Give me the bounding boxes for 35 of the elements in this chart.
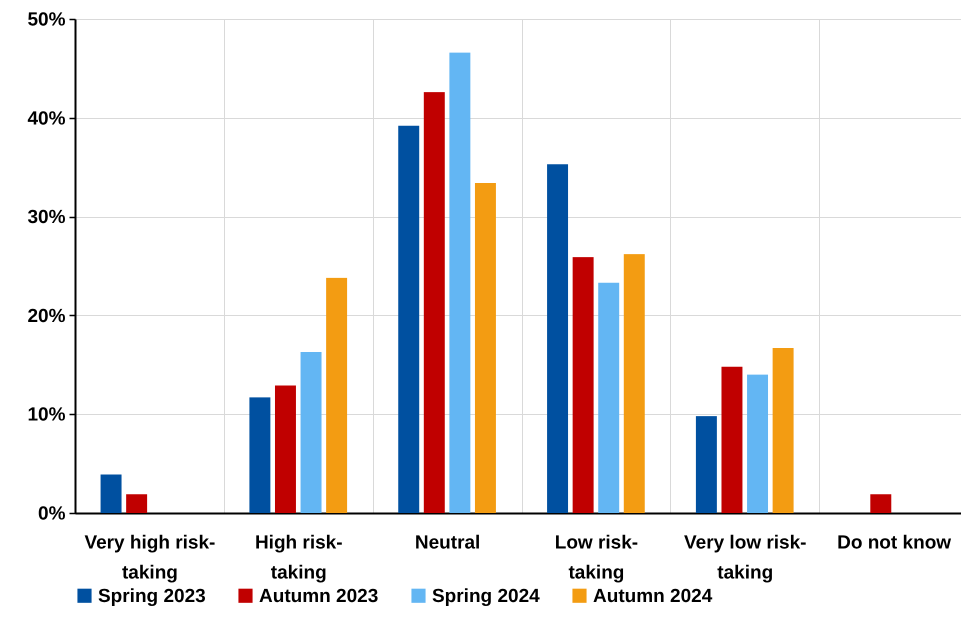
bar (274, 386, 296, 513)
bar (624, 254, 645, 513)
bar (747, 374, 768, 513)
x-tick-label: Very low risk-taking (684, 532, 807, 584)
bar (696, 416, 717, 513)
x-tick-label: Low risk-taking (554, 532, 638, 584)
bar (300, 352, 322, 513)
bar (100, 474, 122, 513)
y-tick-label: 20% (27, 306, 66, 327)
x-tick-label: Very high risk-taking (84, 532, 216, 584)
y-tick-label: 0% (38, 504, 66, 524)
bar (424, 92, 445, 513)
bar (398, 126, 420, 513)
bar (249, 397, 270, 513)
x-tick-label: Do not know (837, 532, 952, 554)
bar (474, 183, 496, 513)
y-tick-label: 10% (27, 404, 66, 426)
y-tick-label: 30% (27, 207, 66, 228)
y-tick-label: 50% (27, 10, 66, 30)
bar (547, 164, 568, 513)
legend-label: Autumn 2023 (259, 586, 378, 607)
y-tick-label: 40% (27, 108, 66, 130)
bar (572, 257, 594, 513)
bar (721, 366, 742, 513)
bar (870, 494, 892, 513)
bar (326, 278, 348, 513)
legend-label: Autumn 2024 (593, 586, 713, 607)
bar (772, 348, 794, 513)
legend-label: Spring 2023 (98, 586, 206, 607)
bar (449, 52, 470, 513)
x-tick-label: Neutral (414, 532, 480, 554)
x-tick-label: High risk-taking (254, 532, 343, 584)
bar (126, 494, 148, 513)
legend-label: Spring 2024 (432, 586, 540, 607)
bar (598, 282, 620, 513)
